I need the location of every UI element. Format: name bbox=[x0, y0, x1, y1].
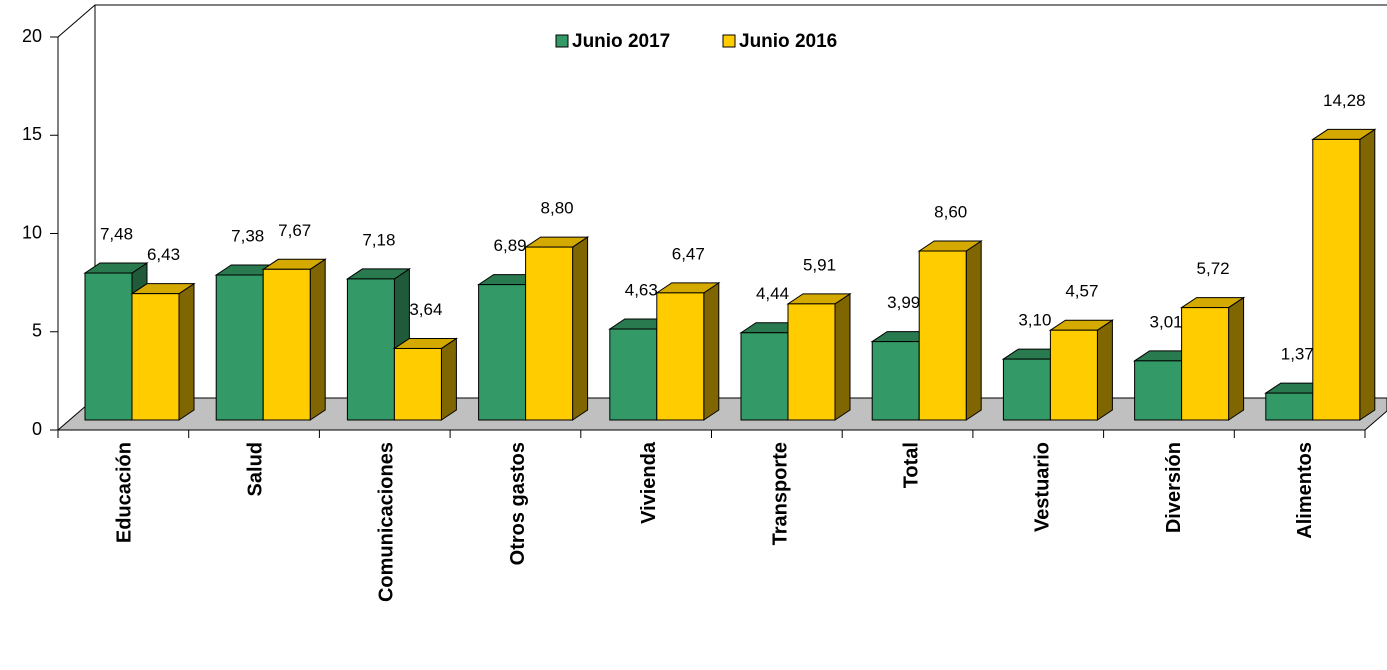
bar bbox=[346, 278, 395, 421]
x-tick-label: Salud bbox=[244, 442, 266, 496]
bar bbox=[656, 292, 705, 421]
bar bbox=[84, 272, 133, 421]
value-label: 14,28 bbox=[1323, 91, 1366, 110]
bar-side bbox=[834, 292, 851, 421]
bar-side bbox=[965, 240, 982, 421]
bar-side bbox=[703, 281, 720, 421]
value-label: 8,80 bbox=[541, 199, 574, 218]
bar-side bbox=[178, 282, 195, 421]
value-label: 4,57 bbox=[1065, 282, 1098, 301]
bar bbox=[262, 268, 311, 421]
value-label: 3,99 bbox=[887, 293, 920, 312]
bar bbox=[525, 246, 574, 421]
bar bbox=[215, 274, 264, 421]
y-tick-label: 20 bbox=[22, 26, 42, 46]
x-tick-label: Diversión bbox=[1163, 442, 1185, 533]
x-tick-label: Vestuario bbox=[1032, 442, 1054, 532]
value-label: 4,44 bbox=[756, 284, 789, 303]
bar bbox=[787, 303, 836, 421]
value-label: 6,89 bbox=[494, 236, 527, 255]
value-label: 7,18 bbox=[362, 230, 395, 249]
bar bbox=[918, 250, 967, 421]
bar-side bbox=[1228, 296, 1245, 421]
legend-swatch bbox=[555, 34, 569, 48]
bar bbox=[871, 341, 920, 421]
value-label: 3,64 bbox=[409, 300, 442, 319]
value-label: 6,47 bbox=[672, 244, 705, 263]
legend-label: Junio 2017 bbox=[572, 31, 670, 52]
bar bbox=[1049, 329, 1098, 421]
value-label: 4,63 bbox=[625, 281, 658, 300]
value-label: 5,72 bbox=[1197, 259, 1230, 278]
bar bbox=[1312, 138, 1361, 421]
value-label: 7,38 bbox=[231, 226, 264, 245]
bar-side bbox=[440, 337, 457, 421]
bar bbox=[393, 347, 442, 421]
x-tick-label: Comunicaciones bbox=[376, 442, 398, 602]
x-tick-label: Total bbox=[900, 442, 922, 488]
bar bbox=[1265, 392, 1314, 421]
bar-side bbox=[572, 236, 589, 421]
x-tick-label: Transporte bbox=[769, 442, 791, 545]
legend-swatch bbox=[722, 34, 736, 48]
bar bbox=[131, 293, 180, 421]
bar-side bbox=[1359, 128, 1376, 421]
bar bbox=[1002, 358, 1051, 421]
value-label: 5,91 bbox=[803, 255, 836, 274]
value-label: 7,67 bbox=[278, 221, 311, 240]
bar bbox=[478, 284, 527, 421]
legend-label: Junio 2016 bbox=[739, 31, 837, 52]
bar bbox=[740, 332, 789, 421]
value-label: 3,10 bbox=[1018, 311, 1051, 330]
bar-side bbox=[1096, 319, 1113, 421]
x-tick-label: Alimentos bbox=[1294, 442, 1316, 539]
value-label: 3,01 bbox=[1150, 312, 1183, 331]
x-tick-label: Educación bbox=[113, 442, 135, 543]
bar-side bbox=[309, 258, 326, 421]
value-label: 6,43 bbox=[147, 245, 180, 264]
x-tick-label: Otros gastos bbox=[507, 442, 529, 565]
value-label: 7,48 bbox=[100, 225, 133, 244]
bar bbox=[1134, 360, 1183, 421]
y-tick-label: 10 bbox=[22, 222, 42, 242]
bar bbox=[609, 328, 658, 421]
value-label: 1,37 bbox=[1281, 345, 1314, 364]
value-label: 8,60 bbox=[934, 202, 967, 221]
x-tick-label: Vivienda bbox=[638, 441, 660, 524]
y-tick-label: 15 bbox=[22, 124, 42, 144]
y-tick-label: 5 bbox=[32, 321, 42, 341]
bar bbox=[1181, 307, 1230, 421]
y-tick-label: 0 bbox=[32, 419, 42, 439]
